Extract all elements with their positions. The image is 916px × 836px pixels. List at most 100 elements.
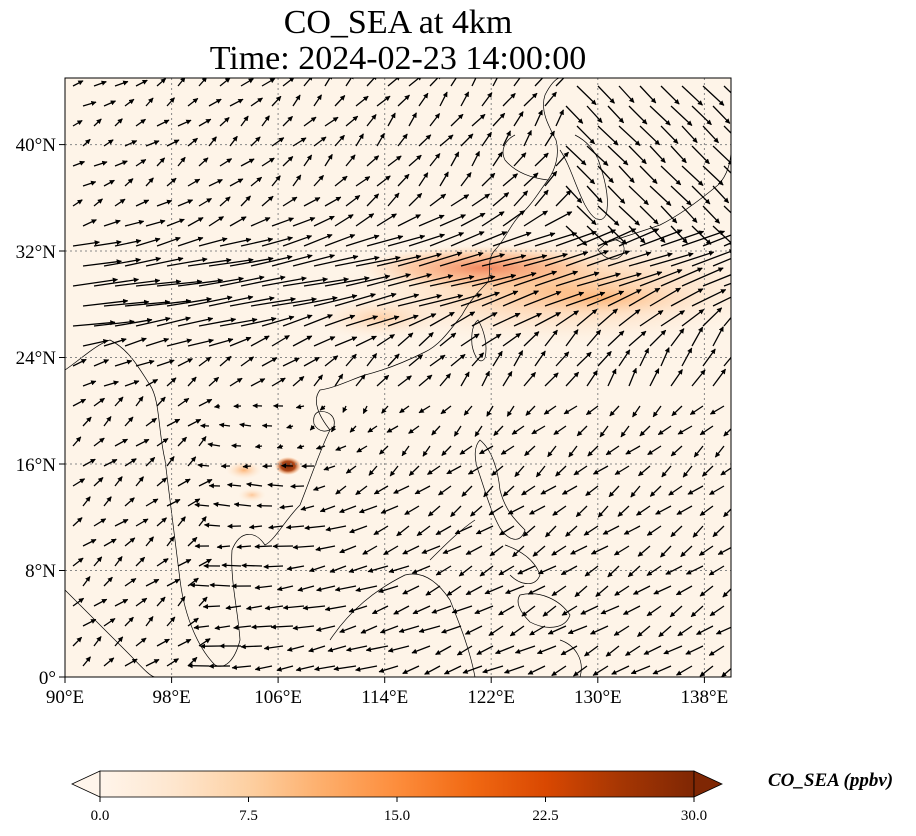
wind-arrow <box>261 357 278 367</box>
wind-arrow <box>416 525 431 537</box>
wind-arrow <box>267 482 284 488</box>
wind-arrow <box>614 465 630 476</box>
wind-arrow <box>660 347 670 367</box>
wind-arrow <box>124 256 162 267</box>
wind-arrow <box>643 645 662 655</box>
wind-arrow <box>691 369 706 387</box>
wind-arrow <box>376 95 391 107</box>
wind-arrow <box>701 465 714 477</box>
wind-arrow <box>213 403 221 409</box>
wind-arrow <box>114 198 126 207</box>
wind-arrow <box>82 618 97 627</box>
wind-arrow <box>647 445 662 456</box>
wind-arrow <box>187 97 199 107</box>
wind-arrow <box>250 296 296 307</box>
wind-arrow <box>464 625 483 635</box>
wind-arrow <box>475 525 494 535</box>
wind-arrow <box>712 525 725 538</box>
wind-arrow <box>103 179 115 187</box>
wind-arrow <box>292 295 338 307</box>
wind-arrow <box>723 428 731 437</box>
wind-arrow <box>576 229 616 247</box>
wind-arrow <box>446 585 462 596</box>
wind-arrow <box>660 230 705 247</box>
wind-arrow <box>439 134 454 147</box>
wind-arrow <box>585 485 599 497</box>
wind-arrow <box>166 578 181 587</box>
wind-arrow <box>366 114 377 127</box>
wind-arrow <box>124 380 140 387</box>
wind-arrow <box>671 405 683 417</box>
wind-arrow <box>513 190 529 207</box>
wind-arrow <box>135 597 148 607</box>
wind-arrow <box>544 291 585 307</box>
wind-arrow <box>198 78 208 87</box>
wind-arrow <box>209 582 231 588</box>
wind-arrow <box>734 146 755 166</box>
wind-arrow <box>156 638 170 647</box>
wind-arrow <box>177 478 191 487</box>
wind-arrow <box>500 445 515 455</box>
wind-arrow <box>702 234 731 247</box>
wind-arrow <box>597 125 619 146</box>
wind-arrow <box>187 536 198 547</box>
wind-arrow <box>145 140 160 147</box>
wind-arrow <box>691 326 704 347</box>
wind-arrow <box>660 310 685 327</box>
wind-arrow <box>396 525 410 537</box>
wind-arrow <box>93 319 135 327</box>
wind-arrow <box>124 577 137 587</box>
wind-arrow <box>408 274 454 287</box>
wind-arrow <box>414 485 431 495</box>
wind-arrow <box>114 598 129 607</box>
wind-arrow <box>584 645 599 657</box>
wind-arrow <box>660 205 678 224</box>
wind-arrow <box>177 316 214 327</box>
y-tick-label: 16°N <box>16 455 57 476</box>
wind-arrow <box>271 137 285 147</box>
wind-arrow <box>628 287 661 307</box>
wind-arrow <box>208 136 217 147</box>
wind-arrow <box>481 211 505 227</box>
wind-arrow <box>625 445 641 455</box>
wind-arrow <box>93 598 108 607</box>
wind-arrow <box>702 348 716 367</box>
wind-arrow <box>632 585 651 595</box>
wind-arrow <box>316 585 336 592</box>
wind-arrow <box>618 309 641 327</box>
wind-arrow <box>507 505 525 515</box>
wind-arrow <box>456 645 473 656</box>
fire-warm-spot-2 <box>238 488 266 502</box>
wind-arrow <box>397 133 408 147</box>
y-tick-label: 32°N <box>16 242 57 263</box>
wind-arrow <box>327 645 347 653</box>
wind-arrow <box>250 136 261 147</box>
wind-arrow <box>575 505 588 518</box>
wind-arrow <box>302 605 326 611</box>
wind-arrow <box>513 312 542 327</box>
wind-arrow <box>114 278 161 287</box>
wind-arrow <box>240 158 255 167</box>
wind-arrow <box>411 565 431 574</box>
x-tick-label: 90°E <box>46 687 84 708</box>
wind-arrow <box>408 78 423 87</box>
wind-arrow <box>597 85 615 104</box>
wind-arrow <box>471 352 485 367</box>
wind-arrow <box>355 374 366 387</box>
wind-arrow <box>614 585 630 596</box>
wind-arrow <box>292 137 307 147</box>
colorbar-tick-label: 22.5 <box>532 808 558 824</box>
wind-arrow <box>282 115 293 127</box>
wind-arrow <box>439 293 483 307</box>
wind-arrow <box>551 585 567 597</box>
wind-arrow <box>114 396 124 407</box>
wind-arrow <box>292 253 336 267</box>
wind-arrow <box>313 336 336 347</box>
wind-arrow <box>670 445 683 457</box>
wind-arrow <box>565 291 606 307</box>
wind-arrow <box>527 665 546 675</box>
wind-arrow <box>454 525 473 535</box>
wind-arrow <box>534 270 579 287</box>
wind-arrow <box>597 505 609 518</box>
wind-arrow <box>607 251 652 267</box>
